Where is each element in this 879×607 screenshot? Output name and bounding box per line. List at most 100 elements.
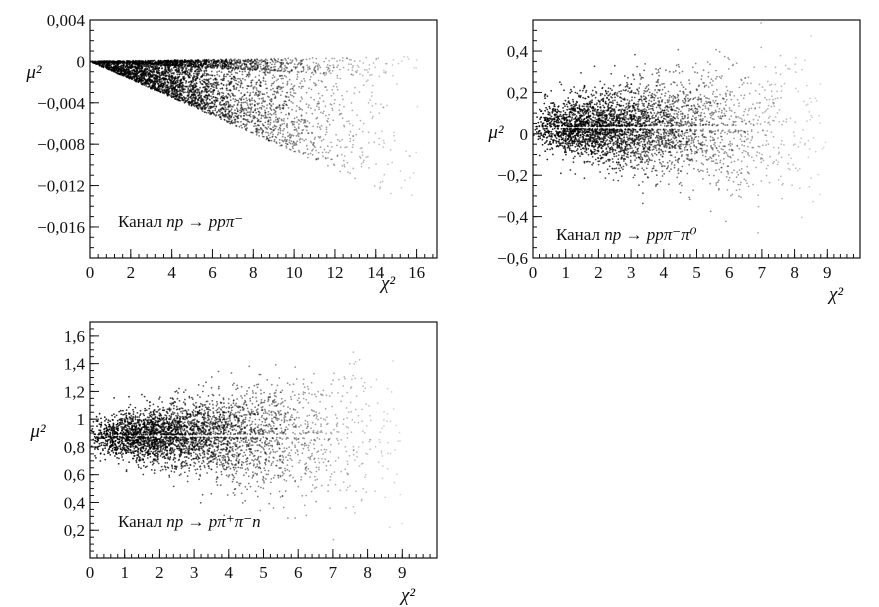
data-point xyxy=(281,67,283,69)
data-point xyxy=(302,67,305,69)
data-point xyxy=(378,143,380,146)
data-point xyxy=(362,161,365,164)
data-point xyxy=(670,83,673,86)
data-point xyxy=(158,67,160,70)
data-point xyxy=(647,163,649,166)
data-point xyxy=(314,109,316,111)
data-point xyxy=(335,82,337,85)
data-point xyxy=(306,120,309,122)
data-point xyxy=(175,60,178,63)
data-point xyxy=(300,114,303,116)
data-point xyxy=(235,107,238,110)
data-point xyxy=(155,88,158,91)
data-point xyxy=(310,107,312,110)
data-point xyxy=(365,56,367,59)
data-point xyxy=(275,141,278,144)
data-point xyxy=(259,120,261,123)
data-point xyxy=(343,155,346,157)
data-point xyxy=(156,79,159,82)
data-point xyxy=(285,140,288,143)
data-point xyxy=(244,70,247,73)
data-point xyxy=(164,91,167,94)
data-point xyxy=(275,59,277,62)
data-point xyxy=(319,97,321,99)
data-point xyxy=(294,150,297,153)
data-point xyxy=(122,64,125,67)
data-point xyxy=(683,149,686,151)
data-point xyxy=(282,77,284,80)
data-point xyxy=(336,74,339,77)
data-point xyxy=(555,137,558,140)
data-point xyxy=(288,72,291,74)
data-point xyxy=(317,135,320,138)
data-point xyxy=(677,48,680,51)
data-point xyxy=(370,73,373,76)
data-point xyxy=(276,121,279,124)
data-point xyxy=(139,70,142,73)
data-point xyxy=(357,66,360,68)
data-point xyxy=(197,107,200,110)
data-point xyxy=(199,100,202,102)
data-point xyxy=(254,66,256,69)
data-point xyxy=(288,113,290,116)
data-point xyxy=(140,79,143,82)
data-point xyxy=(256,132,258,134)
data-point xyxy=(223,73,226,76)
data-point xyxy=(277,78,279,81)
data-point xyxy=(298,108,301,111)
data-point xyxy=(222,77,225,80)
data-point xyxy=(368,142,370,144)
data-point xyxy=(286,131,289,134)
data-point xyxy=(773,105,776,107)
data-point xyxy=(229,95,232,98)
data-point xyxy=(283,118,285,120)
data-point xyxy=(144,80,147,83)
data-point xyxy=(211,74,214,77)
data-point xyxy=(704,105,707,107)
data-point xyxy=(251,119,254,122)
data-point xyxy=(172,80,175,83)
data-point xyxy=(192,60,195,63)
data-point xyxy=(124,65,126,67)
data-point xyxy=(230,121,233,123)
data-point xyxy=(136,68,139,70)
data-point xyxy=(178,75,181,78)
data-point xyxy=(184,88,186,91)
data-point xyxy=(268,72,271,74)
data-point xyxy=(202,100,204,102)
data-point xyxy=(146,68,149,71)
data-point xyxy=(295,143,298,146)
data-point xyxy=(663,82,665,85)
data-point xyxy=(209,99,211,101)
data-point xyxy=(293,117,296,120)
data-point xyxy=(262,79,265,82)
data-point xyxy=(343,163,346,166)
data-point xyxy=(289,142,292,145)
data-point xyxy=(192,80,195,83)
data-point xyxy=(179,79,181,82)
data-point xyxy=(217,114,220,117)
data-point xyxy=(286,70,289,73)
data-point xyxy=(287,107,290,109)
data-point xyxy=(331,70,334,72)
data-point xyxy=(187,94,189,97)
data-point xyxy=(287,112,290,115)
data-point xyxy=(344,146,347,149)
data-point xyxy=(172,86,175,89)
data-point xyxy=(764,111,766,113)
data-point xyxy=(309,78,311,81)
data-point xyxy=(383,69,385,72)
data-point xyxy=(238,81,240,83)
data-point xyxy=(296,76,299,78)
data-point xyxy=(267,110,270,113)
data-point xyxy=(189,102,191,104)
data-point xyxy=(319,146,322,149)
data-point xyxy=(716,149,719,152)
data-point xyxy=(146,71,149,73)
data-point xyxy=(303,124,306,127)
data-point xyxy=(282,62,285,65)
data-point xyxy=(367,79,369,81)
data-point xyxy=(271,135,274,138)
data-point xyxy=(157,82,159,85)
data-point xyxy=(655,149,658,152)
